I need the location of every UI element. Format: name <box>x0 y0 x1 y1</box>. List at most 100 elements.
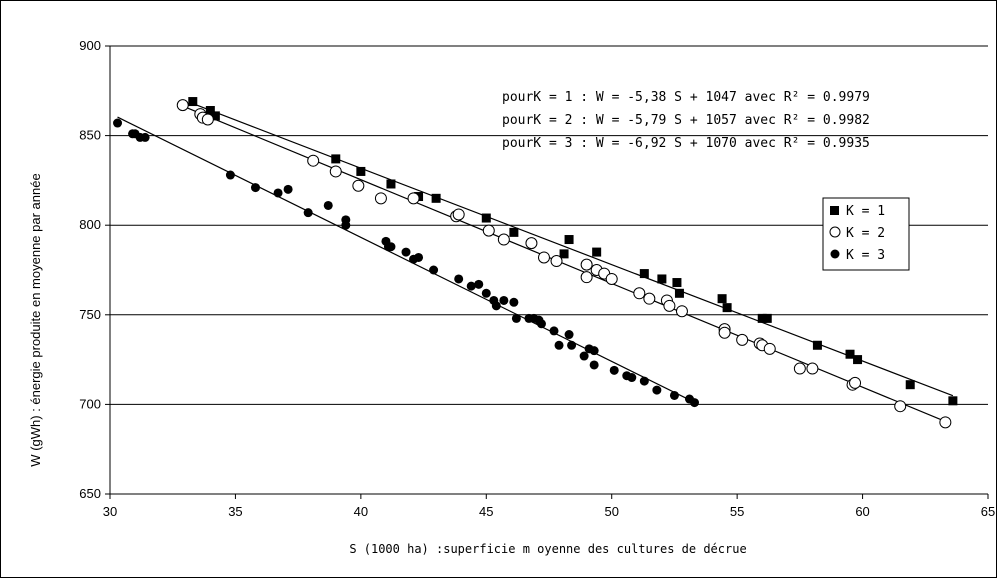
point-k3 <box>689 398 699 408</box>
point-k3 <box>250 183 260 193</box>
y-tick-label: 800 <box>79 217 101 232</box>
point-k3 <box>273 188 283 198</box>
point-k1 <box>386 179 396 189</box>
point-k2 <box>663 299 676 312</box>
tick-labels: 650 700 750 800 850 900 30 35 40 45 50 55 60 65 <box>79 38 995 519</box>
point-k3 <box>474 279 484 289</box>
point-k2 <box>374 192 387 205</box>
point-k3 <box>627 373 637 383</box>
point-k1 <box>905 380 915 390</box>
point-k1 <box>639 269 649 279</box>
point-k1 <box>948 396 958 406</box>
x-tick-label: 35 <box>228 504 242 519</box>
x-tick-label: 45 <box>479 504 493 519</box>
point-k3 <box>564 330 574 340</box>
point-k1 <box>674 288 684 298</box>
y-axis-label: W (gWh) : énergie produite en moyenne pa… <box>28 173 43 466</box>
point-k1 <box>564 235 574 245</box>
point-k1 <box>509 227 519 237</box>
trendline-k3 <box>117 116 698 405</box>
axes <box>105 45 989 499</box>
point-k2 <box>482 224 495 237</box>
point-k3 <box>554 340 564 350</box>
point-k2 <box>497 233 510 246</box>
point-k2 <box>352 179 365 192</box>
point-k3 <box>414 252 424 262</box>
point-k1 <box>672 278 682 288</box>
point-k3 <box>509 297 519 307</box>
x-tick-label: 65 <box>981 504 995 519</box>
point-k3 <box>536 319 546 329</box>
legend: K = 1 K = 2 K = 3 <box>822 197 910 271</box>
point-k3 <box>429 265 439 275</box>
equation-k2: pourK = 2 : W = -5,79 S + 1057 avec R² =… <box>502 113 870 128</box>
point-k1 <box>845 349 855 359</box>
point-k1 <box>657 274 667 284</box>
point-k2 <box>718 326 731 339</box>
point-k2 <box>643 292 656 305</box>
legend-marker-k3 <box>830 249 840 259</box>
equation-k1: pourK = 1 : W = -5,38 S + 1047 avec R² =… <box>502 90 870 105</box>
x-tick-label: 40 <box>354 504 368 519</box>
point-k2 <box>793 362 806 375</box>
point-k2 <box>939 416 952 429</box>
trendline-k1 <box>192 103 954 397</box>
equation-k3: pourK = 3 : W = -6,92 S + 1070 avec R² =… <box>502 136 870 151</box>
point-k2 <box>201 113 214 126</box>
point-k3 <box>466 281 476 291</box>
legend-label-k3: K = 3 <box>846 248 885 263</box>
point-k2 <box>580 271 593 284</box>
point-k3 <box>567 340 577 350</box>
point-k3 <box>499 295 509 305</box>
point-k1 <box>853 355 863 365</box>
x-tick-label: 60 <box>855 504 869 519</box>
point-k1 <box>356 166 366 176</box>
data-points <box>113 97 958 429</box>
point-k3 <box>113 118 123 128</box>
point-k2 <box>736 333 749 346</box>
gridlines <box>110 45 988 405</box>
point-k3 <box>652 385 662 395</box>
point-k2 <box>633 287 646 300</box>
point-k1 <box>722 303 732 313</box>
x-tick-label: 30 <box>103 504 117 519</box>
point-k2 <box>407 192 420 205</box>
point-k1 <box>205 106 215 116</box>
y-tick-label: 900 <box>79 38 101 53</box>
point-k3 <box>609 365 619 375</box>
point-k1 <box>481 213 491 223</box>
point-k3 <box>225 170 235 180</box>
point-k3 <box>481 288 491 298</box>
x-axis-label: S (1000 ha) :superficie m oyenne des cul… <box>349 542 746 556</box>
point-k3 <box>283 184 293 194</box>
x-tick-label: 50 <box>604 504 618 519</box>
point-k1 <box>812 340 822 350</box>
point-k3 <box>386 242 396 252</box>
point-k1 <box>717 294 727 304</box>
point-k2 <box>550 255 563 268</box>
legend-marker-k2 <box>829 226 841 238</box>
point-k1 <box>210 111 220 121</box>
point-k3 <box>454 274 464 284</box>
point-k2 <box>675 305 688 318</box>
point-k2 <box>329 165 342 178</box>
point-k3 <box>323 200 333 210</box>
point-k2 <box>525 237 538 250</box>
point-k3 <box>401 247 411 257</box>
point-k3 <box>511 313 521 323</box>
point-k2 <box>176 99 189 112</box>
point-k3 <box>589 346 599 356</box>
point-k3 <box>341 220 351 230</box>
point-k2 <box>806 362 819 375</box>
point-k1 <box>592 247 602 257</box>
legend-label-k2: K = 2 <box>846 226 885 241</box>
point-k3 <box>589 360 599 370</box>
point-k2 <box>894 400 907 413</box>
point-k3 <box>669 390 679 400</box>
y-tick-label: 750 <box>79 307 101 322</box>
point-k1 <box>331 154 341 164</box>
point-k3 <box>639 376 649 386</box>
point-k3 <box>303 208 313 218</box>
